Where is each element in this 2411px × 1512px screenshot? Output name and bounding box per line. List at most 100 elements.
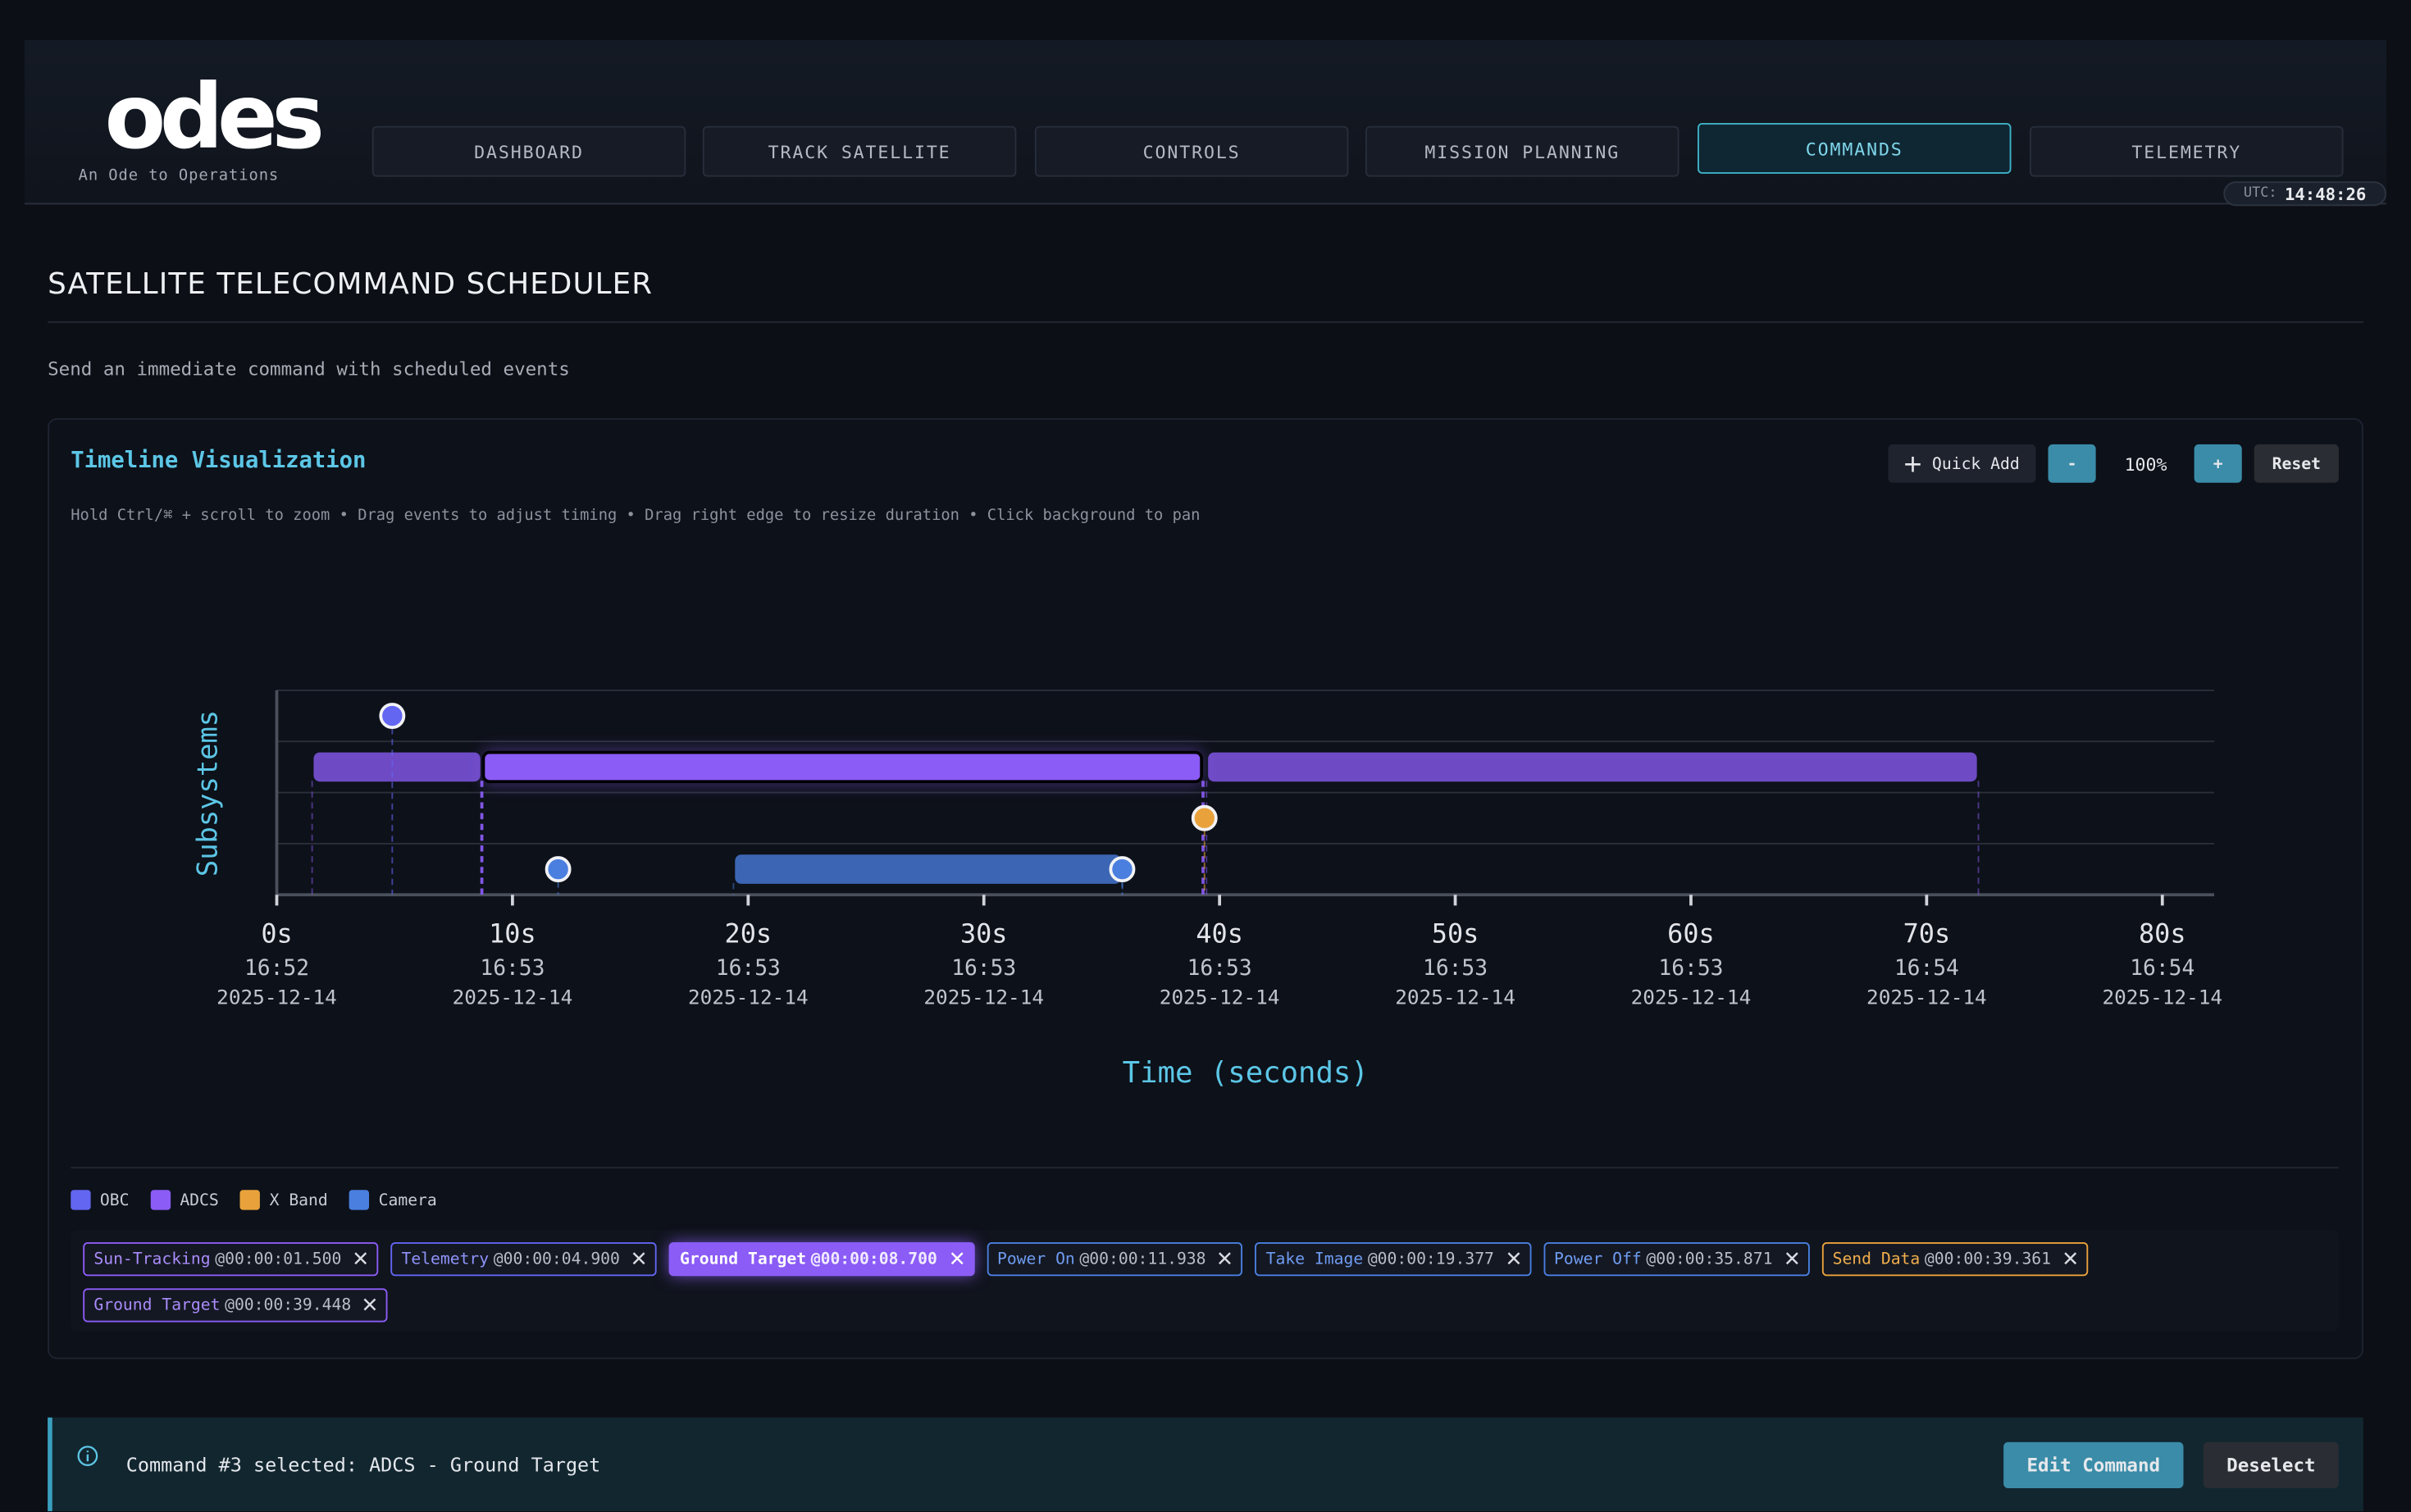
nav-tab[interactable]: DASHBOARD — [371, 125, 686, 177]
chip-name: Ground Target — [93, 1296, 221, 1315]
event-point — [545, 856, 572, 883]
nav-tab[interactable]: CONTROLS — [1034, 125, 1349, 177]
timeline-panel — [48, 418, 2363, 1359]
x-tick-date: 2025-12-14 — [216, 985, 337, 1009]
x-tick-clock: 16:53 — [1658, 956, 1723, 981]
y-axis-label: Subsystems — [191, 710, 223, 877]
x-tick-date: 2025-12-14 — [923, 985, 1044, 1009]
legend-swatch — [349, 1190, 370, 1210]
x-glyph — [354, 1252, 367, 1265]
event-chip[interactable]: Power Off @00:00:35.871 — [1543, 1242, 1810, 1277]
x-tick-label: 50s — [1432, 918, 1479, 949]
legend-item: OBC — [71, 1190, 129, 1210]
legend-label: Camera — [378, 1191, 437, 1209]
chip-time: @00:00:11.938 — [1079, 1250, 1206, 1268]
x-tick-clock: 16:54 — [2130, 956, 2195, 981]
event-chip[interactable]: Sun-Tracking @00:00:01.500 — [83, 1242, 379, 1277]
legend-swatch — [150, 1190, 171, 1210]
utc-clock: UTC: 14:48:26 — [2223, 181, 2386, 207]
legend-label: X Band — [269, 1191, 328, 1209]
x-tick-date: 2025-12-14 — [2102, 985, 2222, 1009]
chip-time: @00:00:39.448 — [225, 1296, 352, 1315]
nav-tab[interactable]: COMMANDS — [1698, 123, 2012, 174]
event-chip[interactable]: Power On @00:00:11.938 — [986, 1242, 1243, 1277]
remove-icon[interactable] — [625, 1251, 646, 1267]
divider — [71, 1167, 2339, 1168]
x-glyph — [2064, 1252, 2076, 1265]
quick-add-button[interactable]: Quick Add — [1888, 444, 2036, 483]
chip-name: Take Image — [1265, 1250, 1364, 1268]
logo[interactable]: odes — [104, 64, 326, 170]
x-tick-date: 2025-12-14 — [1395, 985, 1515, 1009]
nav-tab[interactable]: MISSION PLANNING — [1365, 125, 1679, 177]
nav-tab[interactable]: TELEMETRY — [2030, 125, 2344, 177]
legend-label: ADCS — [180, 1191, 219, 1209]
x-tick-clock: 16:52 — [244, 956, 309, 981]
x-glyph — [1506, 1252, 1520, 1265]
legend-swatch — [71, 1190, 91, 1210]
event-chip[interactable]: Send Data @00:00:39.361 — [1821, 1242, 2089, 1277]
x-glyph — [1219, 1252, 1232, 1265]
chip-time: @00:00:08.700 — [810, 1250, 937, 1268]
x-tick-label: 30s — [960, 918, 1008, 949]
x-tick-date: 2025-12-14 — [1866, 985, 1987, 1009]
remove-icon[interactable] — [941, 1251, 963, 1267]
page-title: SATELLITE TELECOMMAND SCHEDULER — [48, 267, 654, 302]
remove-icon[interactable] — [2056, 1251, 2077, 1267]
x-tick-clock: 16:53 — [716, 956, 781, 981]
legend-item: ADCS — [150, 1190, 219, 1210]
event-bar — [735, 854, 1121, 884]
chip-time: @00:00:35.871 — [1646, 1250, 1773, 1268]
event-chip[interactable]: Ground Target @00:00:08.700 — [668, 1242, 974, 1277]
status-bar — [48, 1417, 2363, 1512]
utc-label: UTC: — [2243, 185, 2277, 202]
x-axis-label: Time (seconds) — [1123, 1056, 1369, 1090]
x-tick-label: 80s — [2139, 918, 2186, 949]
chip-time: @00:00:01.500 — [215, 1250, 342, 1268]
x-tick-label: 0s — [261, 918, 292, 949]
x-tick-clock: 16:53 — [951, 956, 1016, 981]
reset-button[interactable]: Reset — [2254, 444, 2339, 483]
x-tick-label: 20s — [725, 918, 773, 949]
header — [25, 39, 2386, 205]
status-message: Command #3 selected: ADCS - Ground Targe… — [125, 1452, 601, 1476]
nav-tab[interactable]: TRACK SATELLITE — [702, 125, 1017, 177]
x-tick-clock: 16:53 — [1423, 956, 1488, 981]
quick-add-label: Quick Add — [1932, 454, 2020, 473]
remove-icon[interactable] — [356, 1298, 377, 1314]
zoom-in-button[interactable]: + — [2194, 444, 2242, 483]
x-tick-date: 2025-12-14 — [688, 985, 809, 1009]
event-chip[interactable]: Take Image @00:00:19.377 — [1255, 1242, 1531, 1277]
x-tick-clock: 16:53 — [480, 956, 545, 981]
timeline-hint: Hold Ctrl/⌘ + scroll to zoom • Drag even… — [71, 507, 1201, 525]
deselect-button[interactable]: Deselect — [2203, 1441, 2339, 1488]
edit-command-button[interactable]: Edit Command — [2003, 1441, 2184, 1488]
remove-icon[interactable] — [346, 1251, 367, 1267]
x-glyph — [950, 1252, 963, 1265]
chip-name: Power Off — [1554, 1250, 1642, 1268]
chip-name: Power On — [996, 1250, 1075, 1268]
legend-item: X Band — [239, 1190, 328, 1210]
remove-icon[interactable] — [1499, 1251, 1520, 1267]
x-tick-date: 2025-12-14 — [453, 985, 573, 1009]
remove-icon[interactable] — [1210, 1251, 1232, 1267]
legend-item: Camera — [349, 1190, 437, 1210]
event-chip[interactable]: Ground Target @00:00:39.448 — [83, 1288, 389, 1323]
timeline-title: Timeline Visualization — [71, 449, 367, 474]
divider — [48, 321, 2363, 323]
legend: OBC ADCS X Band Camera — [71, 1190, 437, 1210]
x-glyph — [632, 1252, 645, 1265]
zoom-out-button[interactable]: - — [2048, 444, 2096, 483]
x-tick-clock: 16:53 — [1187, 956, 1252, 981]
event-point — [1109, 856, 1136, 883]
x-glyph — [364, 1298, 377, 1311]
event-chip-list: Sun-Tracking @00:00:01.500 Telemetry @00:00… — [71, 1230, 2339, 1332]
x-tick-date: 2025-12-14 — [1160, 985, 1280, 1009]
event-chip[interactable]: Telemetry @00:00:04.900 — [390, 1242, 657, 1277]
x-tick-date: 2025-12-14 — [1631, 985, 1752, 1009]
page-subtitle: Send an immediate command with scheduled… — [48, 358, 570, 380]
x-tick-label: 60s — [1667, 918, 1715, 949]
remove-icon[interactable] — [1777, 1251, 1798, 1267]
